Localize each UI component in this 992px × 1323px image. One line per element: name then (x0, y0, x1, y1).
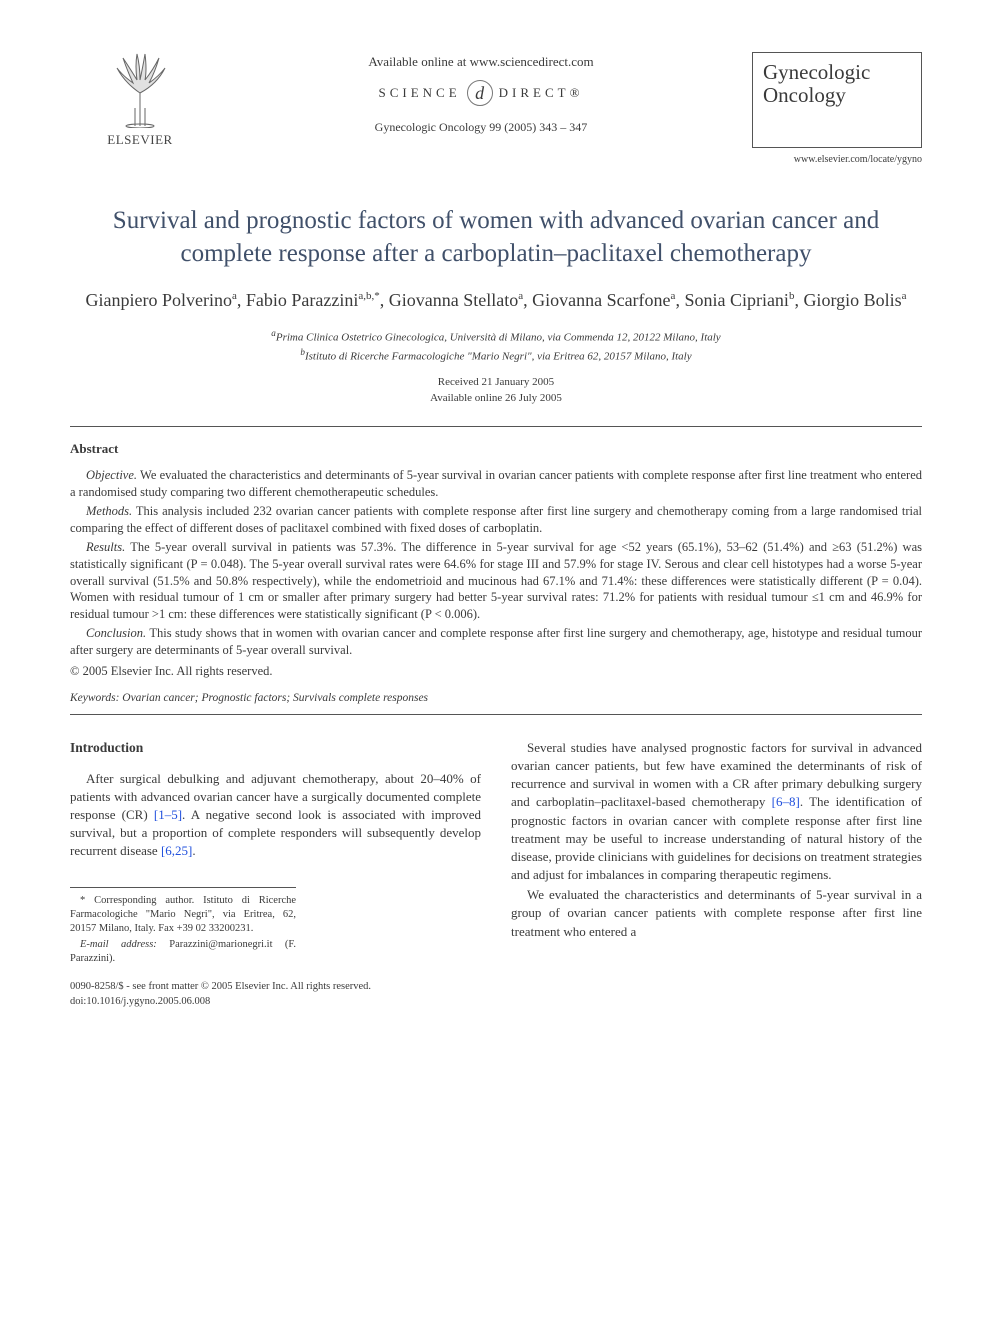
affiliations: aPrima Clinica Ostetrico Ginecologica, U… (70, 327, 922, 365)
keywords: Keywords: Ovarian cancer; Prognostic fac… (70, 692, 922, 704)
abstract-methods: Methods. This analysis included 232 ovar… (70, 503, 922, 537)
intro-heading: Introduction (70, 739, 481, 758)
sciencedirect-logo: SCIENCE d DIRECT® (379, 80, 584, 106)
affiliation-a: aPrima Clinica Ostetrico Ginecologica, U… (70, 327, 922, 346)
bottom-meta: 0090-8258/$ - see front matter © 2005 El… (70, 980, 481, 1008)
abstract-copyright: © 2005 Elsevier Inc. All rights reserved… (70, 663, 922, 680)
rule-below-keywords (70, 714, 922, 715)
left-column: Introduction After surgical debulking an… (70, 739, 481, 1009)
header-center: Available online at www.sciencedirect.co… (210, 48, 752, 135)
ref-link[interactable]: [6,25] (161, 843, 192, 858)
available-online-text: Available online at www.sciencedirect.co… (210, 54, 752, 70)
elsevier-logo-icon (105, 48, 175, 128)
article-dates: Received 21 January 2005 Available onlin… (70, 375, 922, 406)
journal-block: Gynecologic Oncology www.elsevier.com/lo… (752, 48, 922, 165)
body-columns: Introduction After surgical debulking an… (70, 739, 922, 1009)
journal-citation: Gynecologic Oncology 99 (2005) 343 – 347 (210, 120, 752, 135)
affiliation-b: bIstituto di Ricerche Farmacologiche "Ma… (70, 346, 922, 365)
journal-url: www.elsevier.com/locate/ygyno (752, 154, 922, 165)
page-header: ELSEVIER Available online at www.science… (70, 48, 922, 165)
footnotes: * Corresponding author. Istituto di Rice… (70, 887, 296, 967)
abstract-heading: Abstract (70, 441, 922, 457)
received-date: Received 21 January 2005 (70, 375, 922, 390)
corresponding-author: * Corresponding author. Istituto di Rice… (70, 894, 296, 937)
publisher-label: ELSEVIER (107, 132, 172, 148)
journal-name-line1: Gynecologic (763, 61, 911, 84)
doi-line: doi:10.1016/j.ygyno.2005.06.008 (70, 995, 481, 1009)
right-column: Several studies have analysed prognostic… (511, 739, 922, 1009)
journal-name-box: Gynecologic Oncology (752, 52, 922, 148)
intro-p2: Several studies have analysed prognostic… (511, 739, 922, 885)
rule-above-abstract (70, 426, 922, 427)
sd-text-left: SCIENCE (379, 85, 461, 101)
email-line: E-mail address: Parazzini@marionegri.it … (70, 938, 296, 966)
abstract-results: Results. The 5-year overall survival in … (70, 539, 922, 623)
online-date: Available online 26 July 2005 (70, 391, 922, 406)
abstract-body: Objective. We evaluated the characterist… (70, 467, 922, 680)
intro-p1: After surgical debulking and adjuvant ch… (70, 770, 481, 861)
intro-p3: We evaluated the characteristics and det… (511, 886, 922, 941)
sd-circle-icon: d (467, 80, 493, 106)
publisher-block: ELSEVIER (70, 48, 210, 148)
ref-link[interactable]: [1–5] (154, 807, 182, 822)
abstract-objective: Objective. We evaluated the characterist… (70, 467, 922, 501)
sd-text-right: DIRECT® (499, 85, 584, 101)
ref-link[interactable]: [6–8] (772, 794, 800, 809)
journal-name-line2: Oncology (763, 84, 911, 107)
authors-list: Gianpiero Polverinoa, Fabio Parazzinia,b… (70, 288, 922, 313)
abstract-conclusion: Conclusion. This study shows that in wom… (70, 625, 922, 659)
article-title: Survival and prognostic factors of women… (90, 205, 902, 270)
issn-line: 0090-8258/$ - see front matter © 2005 El… (70, 980, 481, 994)
